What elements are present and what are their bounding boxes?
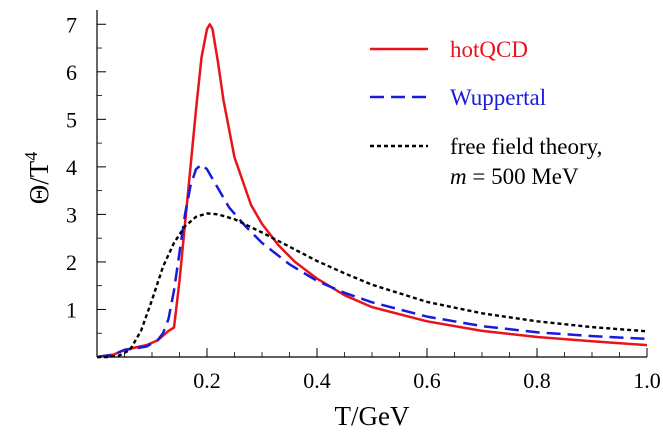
legend-label-2: Wuppertal	[450, 85, 546, 110]
x-tick-label: 1.0	[633, 368, 661, 393]
y-tick-label: 3	[66, 202, 77, 227]
y-tick-label: 7	[66, 12, 77, 37]
legend-label-1: hotQCD	[450, 37, 528, 62]
series-line-1	[96, 23, 648, 359]
axes: 0.2 0.4 0.6 0.8 1.0 1 2 3 4 5 6 7	[66, 10, 661, 393]
x-tick-label: 0.8	[523, 368, 551, 393]
y-axis-label: Θ/T4	[21, 152, 54, 205]
y-tick-label: 5	[66, 107, 77, 132]
y-tick-label: 4	[66, 155, 77, 180]
x-ticks: 0.2 0.4 0.6 0.8 1.0	[124, 348, 661, 393]
y-tick-label: 1	[66, 297, 77, 322]
y-axis-label-main: Θ/T	[24, 160, 54, 204]
series-line-3	[97, 212, 648, 359]
y-axis-label-exponent: 4	[21, 152, 41, 161]
legend: hotQCD Wuppertal free field theory, m = 500…	[370, 37, 602, 189]
x-tick-label: 0.6	[413, 368, 441, 393]
svg-text:Θ/T4: Θ/T4	[21, 152, 54, 205]
y-ticks: 1 2 3 4 5 6 7	[66, 12, 106, 334]
y-tick-label: 2	[66, 250, 77, 275]
x-tick-label: 0.2	[193, 368, 221, 393]
x-axis-label: T/GeV	[335, 401, 410, 431]
legend-label-3-line2: m = 500 MeV	[450, 164, 579, 189]
series-group	[96, 23, 648, 359]
y-tick-label: 6	[66, 60, 77, 85]
series-line-2	[96, 163, 648, 359]
legend-label-3: free field theory,	[450, 134, 602, 159]
x-tick-label: 0.4	[303, 368, 331, 393]
